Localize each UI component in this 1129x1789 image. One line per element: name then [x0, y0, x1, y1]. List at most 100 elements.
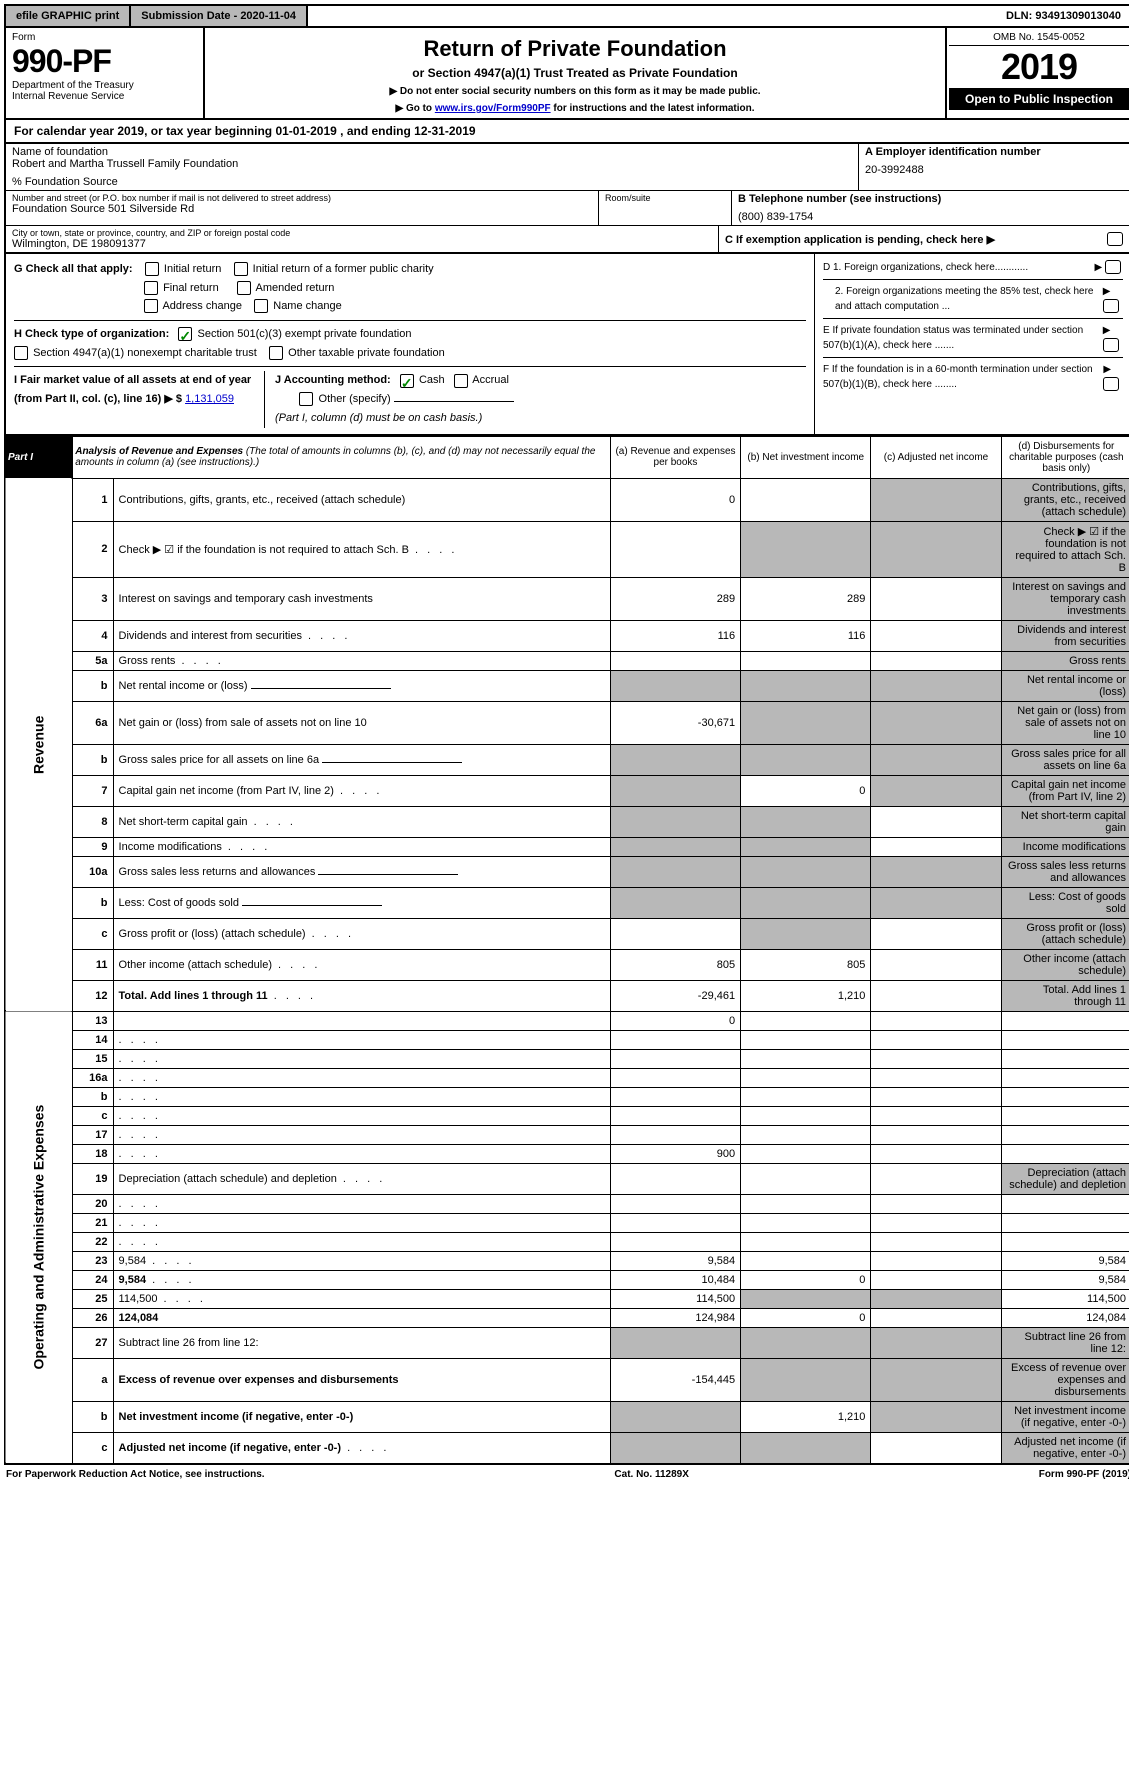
table-row: 25114,500114,500114,500 [5, 1289, 1129, 1308]
table-row: 3Interest on savings and temporary cash … [5, 577, 1129, 620]
h-other-cb[interactable] [269, 346, 283, 360]
table-row: 12Total. Add lines 1 through 11-29,4611,… [5, 980, 1129, 1011]
omb-number: OMB No. 1545-0052 [949, 30, 1129, 46]
table-row: 9Income modificationsIncome modification… [5, 837, 1129, 856]
f-cb[interactable] [1103, 377, 1119, 391]
table-row: 26124,084124,9840124,084 [5, 1308, 1129, 1327]
form-subtitle: or Section 4947(a)(1) Trust Treated as P… [225, 66, 925, 80]
submission-date: Submission Date - 2020-11-04 [131, 6, 308, 26]
addr-label: Number and street (or P.O. box number if… [12, 193, 592, 203]
j-cash-cb[interactable] [400, 374, 414, 388]
footer-left: For Paperwork Reduction Act Notice, see … [6, 1469, 265, 1480]
j-accrual-cb[interactable] [454, 374, 468, 388]
city-value: Wilmington, DE 198091377 [12, 238, 712, 250]
table-row: 7Capital gain net income (from Part IV, … [5, 775, 1129, 806]
table-row: 14 [5, 1030, 1129, 1049]
tel-label: B Telephone number (see instructions) [738, 193, 1125, 205]
table-row: cAdjusted net income (if negative, enter… [5, 1432, 1129, 1464]
name-label: Name of foundation [12, 146, 852, 158]
efile-print-button[interactable]: efile GRAPHIC print [6, 6, 131, 26]
c-label: C If exemption application is pending, c… [725, 233, 995, 246]
table-row: bNet rental income or (loss) Net rental … [5, 670, 1129, 701]
table-row: 16a [5, 1068, 1129, 1087]
table-row: cGross profit or (loss) (attach schedule… [5, 918, 1129, 949]
check-section: G Check all that apply: Initial return I… [4, 254, 1129, 436]
g-addr-cb[interactable] [144, 299, 158, 313]
table-row: c [5, 1106, 1129, 1125]
table-row: 27Subtract line 26 from line 12:Subtract… [5, 1327, 1129, 1358]
room-label: Room/suite [605, 193, 725, 203]
g-initial-cb[interactable] [145, 262, 159, 276]
goto-note: ▶ Go to www.irs.gov/Form990PF for instru… [225, 103, 925, 114]
table-row: 2Check ▶ ☑ if the foundation is not requ… [5, 521, 1129, 577]
check-left: G Check all that apply: Initial return I… [6, 254, 814, 434]
d2-cb[interactable] [1103, 299, 1119, 313]
header-left: Form 990-PF Department of the Treasury I… [6, 28, 205, 118]
tax-year: 2019 [949, 46, 1129, 88]
revenue-side-label: Revenue [5, 478, 73, 1011]
top-bar: efile GRAPHIC print Submission Date - 20… [4, 4, 1129, 28]
f-label: F If the foundation is in a 60-month ter… [823, 362, 1103, 392]
form-word: Form [12, 32, 197, 43]
d2-label: 2. Foreign organizations meeting the 85%… [823, 284, 1103, 314]
table-row: b [5, 1087, 1129, 1106]
e-cb[interactable] [1103, 338, 1119, 352]
part1-table: Part I Analysis of Revenue and Expenses … [4, 436, 1129, 1465]
footer-right: Form 990-PF (2019) [1039, 1469, 1129, 1480]
i-value-link[interactable]: 1,131,059 [185, 393, 234, 405]
table-row: bGross sales price for all assets on lin… [5, 744, 1129, 775]
table-row: 11Other income (attach schedule)805805Ot… [5, 949, 1129, 980]
table-row: 17 [5, 1125, 1129, 1144]
h-4947-cb[interactable] [14, 346, 28, 360]
col-b-header: (b) Net investment income [741, 436, 871, 478]
ein-value: 20-3992488 [865, 164, 1125, 176]
header-right: OMB No. 1545-0052 2019 Open to Public In… [947, 28, 1129, 118]
calendar-year-line: For calendar year 2019, or tax year begi… [4, 120, 1129, 144]
table-row: Revenue1Contributions, gifts, grants, et… [5, 478, 1129, 521]
form-number: 990-PF [12, 43, 197, 80]
h-label: H Check type of organization: [14, 328, 169, 340]
irs-label: Internal Revenue Service [12, 91, 197, 102]
table-row: bNet investment income (if negative, ent… [5, 1401, 1129, 1432]
h-501c3-cb[interactable] [178, 327, 192, 341]
table-row: 5aGross rentsGross rents [5, 651, 1129, 670]
tel-value: (800) 839-1754 [738, 211, 1125, 223]
table-row: Operating and Administrative Expenses130 [5, 1011, 1129, 1030]
part1-title-bold: Analysis of Revenue and Expenses [75, 446, 243, 457]
col-d-header: (d) Disbursements for charitable purpose… [1001, 436, 1129, 478]
footer-mid: Cat. No. 11289X [614, 1469, 688, 1480]
ssn-note: ▶ Do not enter social security numbers o… [225, 86, 925, 97]
entity-box: Name of foundation Robert and Martha Tru… [4, 144, 1129, 254]
j-other-cb[interactable] [299, 392, 313, 406]
dept-treasury: Department of the Treasury [12, 80, 197, 91]
g-name-cb[interactable] [254, 299, 268, 313]
spacer [308, 6, 996, 26]
e-label: E If private foundation status was termi… [823, 323, 1103, 353]
table-row: 239,5849,5849,584 [5, 1251, 1129, 1270]
j-label: J Accounting method: [275, 374, 391, 386]
header-center: Return of Private Foundation or Section … [205, 28, 947, 118]
table-row: 15 [5, 1049, 1129, 1068]
c-checkbox[interactable] [1107, 232, 1123, 246]
table-row: bLess: Cost of goods sold Less: Cost of … [5, 887, 1129, 918]
table-row: 6aNet gain or (loss) from sale of assets… [5, 701, 1129, 744]
page-footer: For Paperwork Reduction Act Notice, see … [4, 1465, 1129, 1484]
irs-link[interactable]: www.irs.gov/Form990PF [435, 103, 551, 114]
table-row: 20 [5, 1194, 1129, 1213]
address: Foundation Source 501 Silverside Rd [12, 203, 592, 215]
table-row: aExcess of revenue over expenses and dis… [5, 1358, 1129, 1401]
city-label: City or town, state or province, country… [12, 228, 712, 238]
dln: DLN: 93491309013040 [996, 6, 1129, 26]
g-initial-former-cb[interactable] [234, 262, 248, 276]
table-row: 21 [5, 1213, 1129, 1232]
expenses-side-label: Operating and Administrative Expenses [5, 1011, 73, 1464]
col-c-header: (c) Adjusted net income [871, 436, 1001, 478]
check-right: D 1. Foreign organizations, check here..… [814, 254, 1129, 434]
table-row: 4Dividends and interest from securities1… [5, 620, 1129, 651]
g-amended-cb[interactable] [237, 281, 251, 295]
g-label: G Check all that apply: [14, 263, 133, 275]
table-row: 18900 [5, 1144, 1129, 1163]
g-final-cb[interactable] [144, 281, 158, 295]
table-row: 22 [5, 1232, 1129, 1251]
d1-cb[interactable] [1105, 260, 1121, 274]
